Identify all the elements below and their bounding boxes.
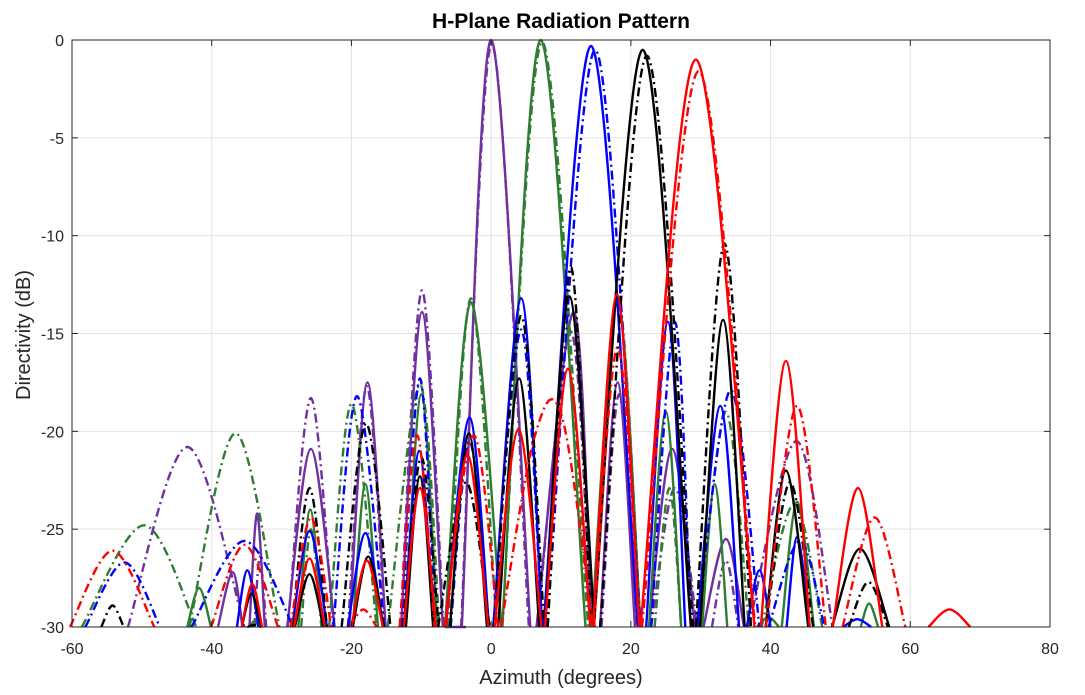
series-line — [443, 301, 503, 628]
series-line — [286, 396, 335, 628]
series-line — [841, 516, 907, 628]
series-line — [780, 500, 816, 628]
series-line — [190, 539, 295, 628]
series-line — [350, 559, 385, 628]
series-line — [348, 608, 378, 628]
y-tick-label: -15 — [41, 327, 64, 344]
series-line — [696, 404, 741, 628]
series-9 — [68, 70, 907, 628]
series-line — [698, 318, 746, 628]
series-line — [598, 54, 695, 628]
y-tick-label: -25 — [41, 522, 64, 539]
series-line — [598, 381, 637, 628]
series-line — [299, 528, 323, 628]
series-line — [293, 573, 325, 628]
series-line — [767, 539, 826, 628]
series-line — [592, 346, 642, 628]
series-line — [80, 524, 198, 628]
y-tick-label: -20 — [41, 424, 64, 441]
series-line — [546, 265, 593, 628]
series-line — [698, 410, 751, 628]
y-tick-label: -5 — [50, 131, 64, 148]
series-line — [493, 428, 543, 628]
series-line — [346, 385, 387, 628]
series-line — [649, 486, 699, 628]
y-tick-label: 0 — [55, 33, 64, 50]
y-tick-label: -30 — [41, 620, 64, 637]
x-tick-label: 0 — [487, 641, 496, 658]
series-line — [126, 445, 246, 628]
x-tick-label: 60 — [901, 641, 919, 658]
series-line — [543, 367, 592, 628]
x-tick-label: -60 — [60, 641, 83, 658]
series-line — [235, 569, 260, 628]
series-line — [100, 604, 125, 628]
series-line — [499, 398, 595, 628]
series-line — [492, 328, 544, 628]
y-axis-label: Directivity (dB) — [13, 270, 35, 400]
series-line — [84, 561, 162, 628]
x-tick-label: 20 — [622, 641, 640, 658]
series-line — [492, 314, 546, 628]
x-tick-label: 80 — [1041, 641, 1059, 658]
tick-labels: -60 -40 -20 0 20 40 60 80 -30 -25 -20 -15 -10 -5 0 — [41, 33, 1059, 658]
series-line — [340, 422, 392, 628]
series-line — [653, 486, 683, 628]
series-line — [443, 434, 500, 628]
series-line — [68, 549, 156, 628]
series-line — [332, 394, 386, 628]
series-line — [289, 516, 333, 628]
series-line — [710, 559, 740, 628]
series-line — [186, 586, 213, 628]
series-line — [246, 623, 262, 629]
x-tick-label: -40 — [200, 641, 223, 658]
series-line — [404, 475, 435, 628]
series-line — [240, 582, 264, 628]
series-line — [399, 289, 445, 628]
series-layer — [68, 38, 972, 629]
series-line — [209, 543, 280, 628]
y-tick-label: -10 — [41, 229, 64, 246]
series-line — [398, 434, 436, 628]
series-line — [702, 537, 746, 628]
series-line — [842, 618, 872, 629]
series-line — [645, 320, 687, 628]
series-line — [696, 389, 761, 628]
x-axis-label: Azimuth (degrees) — [479, 667, 642, 689]
series-line — [759, 359, 811, 628]
series-line — [847, 580, 890, 628]
series-line — [831, 486, 884, 628]
series-line — [292, 557, 327, 628]
series-line — [188, 432, 281, 628]
series-line — [640, 70, 757, 628]
series-line — [449, 439, 491, 628]
chart-title: H-Plane Radiation Pattern — [432, 10, 690, 33]
series-line — [592, 48, 693, 628]
series-line — [927, 608, 972, 628]
x-tick-label: -20 — [340, 641, 363, 658]
series-line — [543, 295, 596, 628]
series-line — [700, 483, 729, 628]
series-line — [764, 469, 810, 628]
x-tick-label: 40 — [762, 641, 780, 658]
series-line — [348, 381, 387, 628]
